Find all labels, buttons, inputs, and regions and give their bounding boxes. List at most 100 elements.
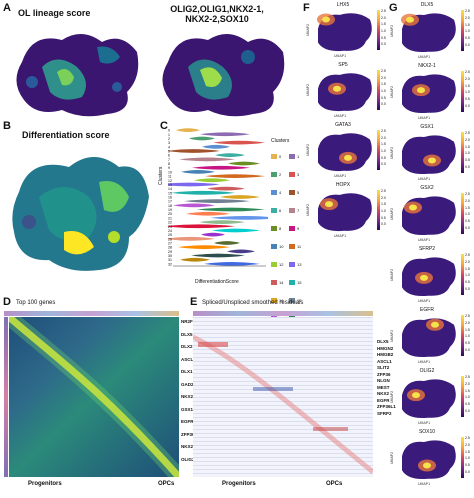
umap-y-axis-label: UMAP2 [306, 143, 310, 156]
colorbar-tick: 2.0 [381, 195, 386, 200]
violin-8 [228, 161, 260, 166]
colorbar-tick: 0.0 [465, 409, 470, 414]
umap-feature-title: GSX1 [420, 124, 434, 130]
umap-feature-title: OLIG2 [419, 368, 435, 374]
colorbar-tick: 1.5 [465, 205, 470, 210]
colorbar [461, 437, 464, 478]
violin-tick-22: 22 [168, 221, 172, 225]
umap-feature-title: GATA3 [335, 122, 351, 128]
heatmap-e [193, 317, 373, 477]
umap-y-axis-label: UMAP2 [306, 23, 310, 36]
colorbar-tick: 1.5 [465, 449, 470, 454]
colorbar-tick: 2.0 [465, 320, 470, 325]
legend-label: 7 [297, 208, 300, 213]
colorbar [461, 254, 464, 295]
colorbar-tick: 0.5 [381, 95, 386, 100]
colorbar-tick: 0.0 [465, 43, 470, 48]
legend-label: 9 [297, 226, 300, 231]
legend-item-9: 9 [289, 225, 307, 233]
legend-label: 10 [279, 244, 284, 249]
violin-tick-1: 1 [168, 133, 170, 137]
colorbar-tick: 2.0 [465, 76, 470, 81]
colorbar-tick: 0.0 [465, 348, 470, 353]
violin-31 [180, 257, 210, 262]
violin-tick-29: 29 [168, 250, 172, 254]
gene-label: DLX2 [181, 344, 193, 349]
colorbar-tick: 1.5 [465, 327, 470, 332]
violin-tick-20: 20 [168, 212, 172, 216]
gene-label: NKX2-1 [181, 394, 198, 399]
violin-14 [207, 186, 245, 191]
violin-22 [199, 220, 245, 224]
colorbar [461, 71, 464, 112]
gene-label: EGFR [181, 419, 194, 424]
panel-b-title: Differentiation score [22, 130, 110, 140]
umap-feature-plot [318, 133, 372, 172]
legend-label: 4 [279, 190, 282, 195]
colorbar-tick: 2.5 [381, 129, 386, 133]
colorbar-ticks: 2.5 2.0 1.5 1.0 0.5 0.0 [465, 374, 470, 415]
panel-a-title-left: OL lineage score [18, 8, 91, 18]
colorbar-ticks: 2.5 2.0 1.5 1.0 0.5 0.0 [465, 435, 470, 476]
legend-swatch [271, 280, 277, 285]
umap-x-axis-label: UMAP1 [418, 238, 431, 242]
violin-tick-23: 23 [168, 225, 172, 229]
umap-x-axis-label: UMAP1 [418, 421, 431, 425]
umap-x-axis-label: UMAP1 [334, 234, 347, 238]
violin-21 [210, 216, 268, 220]
colorbar-tick: 0.0 [381, 42, 386, 47]
colorbar-tick: 2.5 [465, 436, 470, 440]
colorbar-tick: 0.5 [465, 402, 470, 407]
umap-feature-plot [402, 257, 456, 296]
legend-swatch [271, 172, 277, 177]
umap-feature-egfr: EGFR UMAP1 UMAP2 2.5 2.0 1.5 1.0 0.5 0.0 [390, 307, 470, 368]
violin-xlabel: DifferentiationScore [195, 279, 239, 285]
colorbar-ticks: 2.5 2.0 1.5 1.0 0.5 0.0 [381, 188, 386, 228]
violin-tick-10: 10 [168, 170, 172, 174]
violin-tick-4: 4 [168, 145, 170, 149]
colorbar [461, 132, 464, 173]
umap-y-axis-label: UMAP2 [390, 207, 394, 220]
violin-11 [205, 174, 265, 178]
colorbar-tick: 2.0 [465, 137, 470, 142]
violin-tick-24: 24 [168, 229, 172, 233]
violin-tick-27: 27 [168, 242, 172, 246]
heatmap-d-x-right: OPCs [158, 481, 175, 487]
gene-label: SFRP2 [377, 410, 392, 416]
gene-label: NLGN [377, 378, 390, 383]
gene-label: NKX2 [377, 391, 390, 396]
gene-label: HMGB2 [377, 352, 394, 357]
legend-swatch [289, 190, 295, 195]
gene-label: ZFP36L1 [181, 431, 200, 437]
umap-ol-lineage-plot [16, 33, 139, 117]
colorbar-tick: 1.5 [381, 142, 386, 147]
umap-feature-sfrp2: SFRP2 UMAP1 UMAP2 2.5 2.0 1.5 1.0 0.5 0.0 [390, 246, 470, 307]
umap-x-axis-label: UMAP1 [334, 54, 347, 58]
umap-y-axis-label: UMAP2 [306, 203, 310, 216]
legend-label: 11 [297, 244, 302, 249]
legend-swatch [289, 172, 295, 177]
heatmap-e-annotation-bar [193, 311, 373, 316]
umap-feature-gsx2: GSX2 UMAP1 UMAP2 2.5 2.0 1.5 1.0 0.5 0.0 [390, 185, 470, 246]
umap-feature-title: LHX5 [336, 2, 350, 8]
panel-c-label: C [160, 120, 168, 132]
colorbar-tick: 2.5 [465, 70, 470, 74]
colorbar-tick: 1.0 [465, 456, 470, 461]
umap-feature-plot [402, 196, 456, 235]
colorbar-tick: 2.0 [465, 381, 470, 386]
legend-label: 6 [279, 208, 282, 213]
colorbar-tick: 0.0 [465, 104, 470, 109]
legend-label: 2 [279, 172, 282, 177]
violin-tick-8: 8 [168, 162, 170, 166]
violin-series: 0123456789101112131415161718192021222324… [168, 128, 268, 266]
umap-marker-genes-cells [162, 33, 285, 117]
legend-swatch [289, 262, 295, 267]
colorbar-tick: 0.0 [381, 102, 386, 107]
gene-label: NKX2-2 [181, 444, 198, 449]
colorbar-tick: 0.5 [465, 341, 470, 346]
colorbar-tick: 2.5 [465, 9, 470, 13]
umap-feature-plot [317, 13, 372, 52]
legend-item-1: 1 [289, 153, 307, 161]
violin-18 [173, 203, 215, 208]
umap-feature-gsx1: GSX1 UMAP1 UMAP2 2.5 2.0 1.5 1.0 0.5 0.0 [390, 124, 470, 185]
